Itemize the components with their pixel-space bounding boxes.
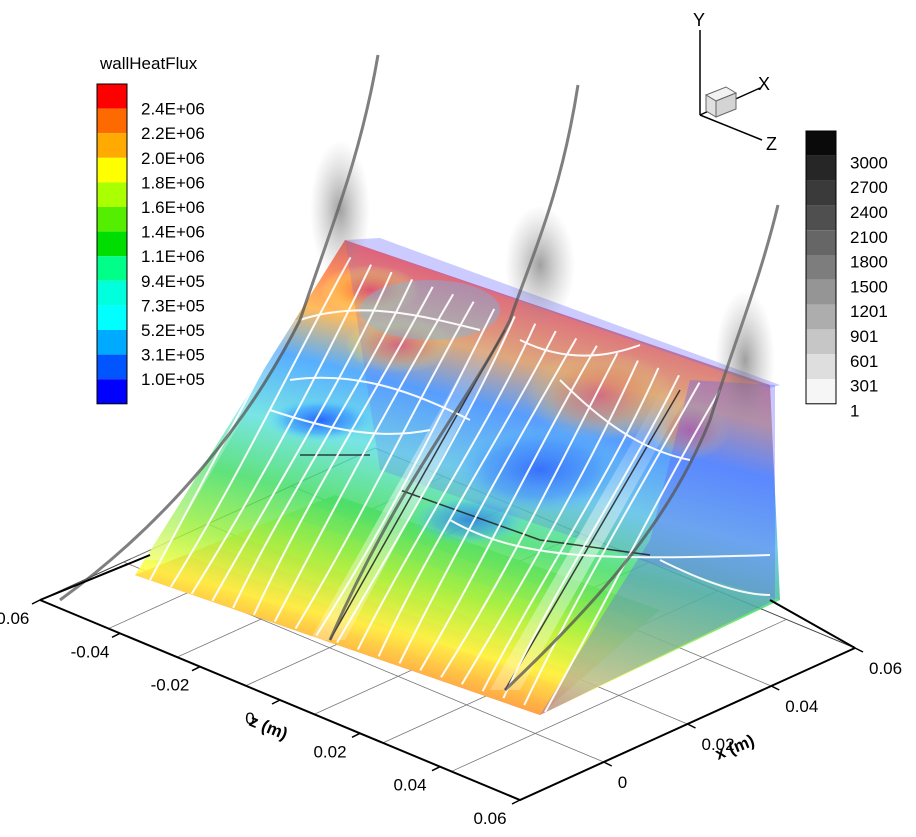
orientation-y-label: Y: [693, 10, 705, 30]
streamline: [377, 330, 557, 657]
gray-legend: 3000 2700 2400 2100 1800 1500 1201 901 601 301 1: [805, 130, 888, 420]
color-legend-swatch: [97, 354, 127, 380]
orientation-z-label: Z: [766, 134, 777, 154]
z-tick-label: 0.04: [393, 776, 426, 795]
z-tick-label: 0.06: [473, 809, 506, 828]
gray-legend-swatch: [806, 131, 836, 156]
gray-legend-label: 2700: [850, 178, 888, 197]
color-legend-swatch: [97, 207, 127, 232]
streamline: [523, 382, 701, 706]
color-legend-swatch: [97, 379, 127, 404]
z-axis-label: z (m): [247, 711, 291, 743]
color-legend-swatch: [97, 231, 127, 257]
streamline: [232, 279, 414, 609]
z-axis-ticks: -0.06 -0.04 -0.02 0 0.02 0.04 0.06: [0, 599, 521, 828]
gray-legend-label: 1201: [850, 302, 888, 321]
streamline: [211, 271, 393, 602]
streamline: [149, 249, 331, 581]
x-tick-label: 0.04: [785, 697, 818, 716]
streamline: [481, 367, 660, 692]
z-tick-label: 0: [245, 709, 254, 728]
color-legend-label: 9.4E+05: [141, 272, 205, 291]
gray-legend-label: 1: [850, 401, 859, 420]
streamlines: [149, 249, 771, 713]
z-tick-label: -0.06: [0, 609, 29, 628]
gray-legend-label: 901: [850, 327, 878, 346]
streamline: [315, 308, 496, 637]
gray-legend-label: 2400: [850, 203, 888, 222]
streamline: [190, 264, 372, 595]
gray-legend-label: 1500: [850, 277, 888, 296]
color-legend-swatch: [97, 305, 127, 330]
x-tick-label: 0.06: [869, 659, 902, 678]
orientation-x-label: X: [758, 74, 770, 94]
color-legend-label: 2.0E+06: [141, 149, 205, 168]
streamline: [460, 360, 639, 685]
color-legend-label: 1.4E+06: [141, 223, 205, 242]
color-legend-swatch: [97, 157, 127, 183]
streamline: [169, 256, 352, 588]
gray-legend-swatch: [806, 180, 836, 206]
orientation-cube: [704, 86, 738, 118]
x-tick-label: 0.02: [702, 735, 735, 754]
gray-legend-label: 1800: [850, 253, 888, 272]
color-legend-swatch: [97, 330, 127, 355]
color-legend-label: 1.0E+05: [141, 370, 205, 389]
color-legend-swatch: [97, 108, 127, 134]
streamline: [502, 374, 680, 699]
z-tick-label: 0.02: [313, 742, 346, 761]
color-legend: wallHeatFlux 2.4E+06 2.2E+06 2.0E+06 1.8E+0…: [96, 54, 205, 405]
gray-legend-label: 3000: [850, 153, 888, 172]
color-legend-swatch: [97, 280, 127, 306]
orientation-triad: Y X Z: [693, 10, 777, 154]
streamline: [336, 315, 516, 644]
color-legend-label: 5.2E+05: [141, 321, 205, 340]
color-legend-label: 1.6E+06: [141, 198, 205, 217]
z-tick-label: -0.02: [151, 676, 190, 695]
color-legend-label: 1.1E+06: [141, 247, 205, 266]
side-walls: [345, 238, 780, 715]
streamline: [356, 323, 537, 650]
gray-legend-swatch: [806, 279, 836, 305]
gray-legend-swatch: [806, 230, 836, 255]
streamline: [419, 345, 598, 671]
gray-legend-label: 601: [850, 352, 878, 371]
z-tick-label: -0.04: [71, 642, 110, 661]
streamline: [440, 352, 619, 678]
color-legend-label: 2.4E+06: [141, 100, 205, 119]
gray-legend-label: 301: [850, 377, 878, 396]
color-legend-swatch: [97, 256, 127, 281]
streamline: [398, 337, 578, 664]
gray-legend-swatch: [806, 205, 836, 231]
color-legend-swatch: [97, 182, 127, 207]
color-legend-swatches: 2.4E+06 2.2E+06 2.0E+06 1.8E+06 1.6E+06 1.4E+…: [96, 83, 205, 405]
gray-legend-swatch: [806, 304, 836, 330]
color-legend-label: 7.3E+05: [141, 296, 205, 315]
streamline: [294, 301, 475, 630]
streamline: [273, 293, 455, 623]
color-legend-label: 2.2E+06: [141, 124, 205, 143]
x-tick-label: 0: [618, 773, 627, 792]
gray-legend-swatch: [806, 354, 836, 379]
gray-legend-swatch: [806, 379, 836, 404]
color-legend-swatch: [97, 133, 127, 158]
streamline-vortex: [269, 309, 771, 596]
color-legend-swatch: [97, 84, 127, 109]
gray-legend-label: 2100: [850, 228, 888, 247]
color-legend-label: 3.1E+05: [141, 346, 205, 365]
streamline: [544, 389, 721, 713]
x-axis-ticks: 0 0.02 0.04 0.06: [603, 647, 902, 792]
streamline: [253, 286, 434, 616]
color-legend-label: 1.8E+06: [141, 173, 205, 192]
gray-legend-swatch: [806, 255, 836, 280]
color-legend-title: wallHeatFlux: [99, 54, 198, 73]
density-smoke: [310, 140, 775, 430]
gray-legend-swatch: [806, 329, 836, 355]
gray-legend-swatch: [806, 155, 836, 181]
